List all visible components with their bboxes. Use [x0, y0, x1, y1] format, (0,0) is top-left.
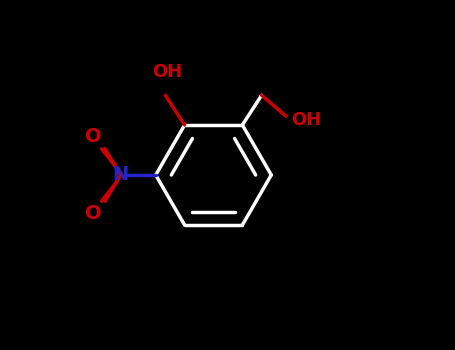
- Text: OH: OH: [152, 63, 182, 81]
- Text: N: N: [113, 166, 129, 184]
- Text: O: O: [86, 204, 102, 223]
- Text: O: O: [86, 127, 102, 146]
- Text: OH: OH: [291, 111, 322, 129]
